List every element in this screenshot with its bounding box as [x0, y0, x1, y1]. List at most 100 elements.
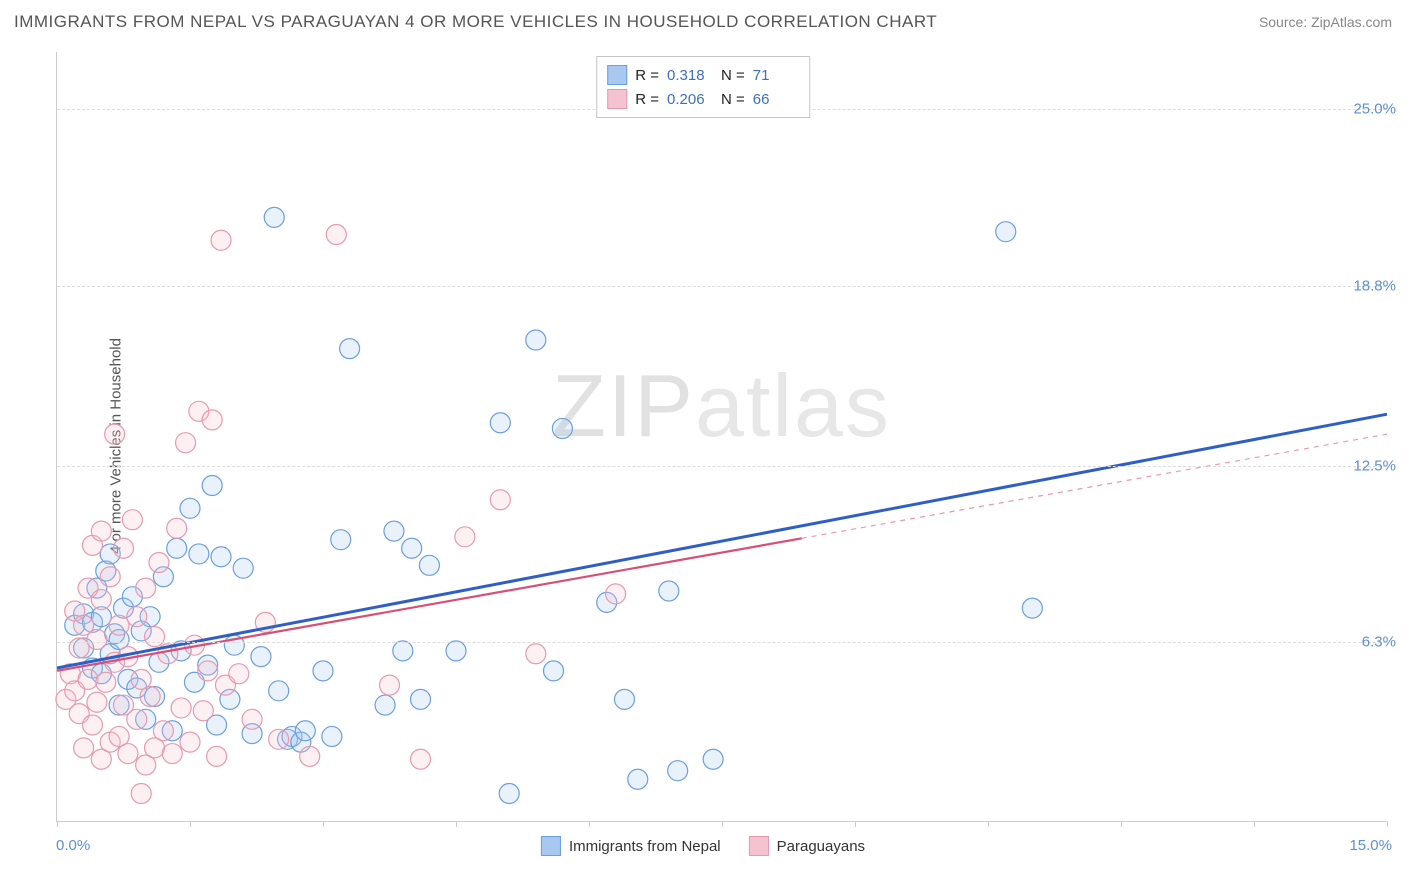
scatter-point — [419, 555, 439, 575]
stats-legend: R =0.318N =71R =0.206N =66 — [596, 56, 810, 118]
scatter-point — [211, 547, 231, 567]
scatter-point — [269, 681, 289, 701]
series-legend-item: Immigrants from Nepal — [541, 836, 721, 856]
x-tick — [456, 821, 457, 827]
scatter-point — [87, 629, 107, 649]
scatter-point — [176, 433, 196, 453]
scatter-point — [402, 538, 422, 558]
scatter-point — [233, 558, 253, 578]
scatter-point — [167, 518, 187, 538]
scatter-point — [614, 689, 634, 709]
x-tick — [1254, 821, 1255, 827]
scatter-point — [167, 538, 187, 558]
stat-r-value: 0.206 — [667, 91, 713, 108]
y-tick-label: 12.5% — [1353, 457, 1396, 474]
stats-row: R = 0.206 N = 66 — [607, 87, 799, 111]
scatter-point — [375, 695, 395, 715]
scatter-point — [326, 225, 346, 245]
scatter-point — [140, 687, 160, 707]
legend-swatch — [541, 836, 561, 856]
scatter-point — [100, 567, 120, 587]
scatter-point — [455, 527, 475, 547]
scatter-point — [229, 664, 249, 684]
gridline-h — [57, 286, 1386, 287]
scatter-point — [242, 709, 262, 729]
scatter-point — [207, 746, 227, 766]
stat-r-value: 0.318 — [667, 67, 713, 84]
series-legend: Immigrants from Nepal Paraguayans — [541, 836, 865, 856]
scatter-point — [384, 521, 404, 541]
scatter-point — [198, 661, 218, 681]
scatter-point — [393, 641, 413, 661]
scatter-point — [490, 413, 510, 433]
x-axis-max-label: 15.0% — [1349, 837, 1392, 854]
scatter-point — [118, 744, 138, 764]
scatter-point — [114, 538, 134, 558]
y-tick-label: 25.0% — [1353, 101, 1396, 118]
scatter-point — [96, 672, 116, 692]
scatter-point — [87, 692, 107, 712]
scatter-point — [189, 544, 209, 564]
scatter-point — [105, 424, 125, 444]
x-tick — [190, 821, 191, 827]
scatter-point — [122, 510, 142, 530]
scatter-point — [269, 729, 289, 749]
stat-r-label: R = — [635, 91, 659, 108]
scatter-point — [78, 669, 98, 689]
scatter-point — [322, 726, 342, 746]
y-tick-label: 18.8% — [1353, 277, 1396, 294]
scatter-point — [340, 339, 360, 359]
scatter-point — [153, 721, 173, 741]
stat-n-label: N = — [721, 91, 745, 108]
x-tick — [589, 821, 590, 827]
scatter-point — [331, 530, 351, 550]
stat-n-label: N = — [721, 67, 745, 84]
scatter-point — [300, 746, 320, 766]
scatter-point — [91, 521, 111, 541]
scatter-point — [202, 475, 222, 495]
scatter-point — [82, 715, 102, 735]
series-legend-label: Paraguayans — [777, 838, 865, 855]
scatter-point — [74, 738, 94, 758]
trend-line — [57, 414, 1387, 668]
scatter-point — [628, 769, 648, 789]
scatter-point — [171, 698, 191, 718]
scatter-point — [411, 689, 431, 709]
scatter-point — [264, 207, 284, 227]
scatter-point — [499, 783, 519, 803]
scatter-point — [136, 578, 156, 598]
scatter-point — [996, 222, 1016, 242]
chart-container: IMMIGRANTS FROM NEPAL VS PARAGUAYAN 4 OR… — [0, 0, 1406, 892]
y-tick-label: 6.3% — [1362, 634, 1396, 651]
scatter-point — [202, 410, 222, 430]
series-legend-item: Paraguayans — [749, 836, 865, 856]
plot-area: ZIPatlas — [56, 52, 1386, 822]
scatter-point — [526, 330, 546, 350]
scatter-point — [109, 615, 129, 635]
scatter-point — [180, 732, 200, 752]
legend-swatch — [607, 89, 627, 109]
scatter-point — [131, 783, 151, 803]
x-tick — [57, 821, 58, 827]
gridline-h — [57, 642, 1386, 643]
scatter-point — [606, 584, 626, 604]
x-tick — [988, 821, 989, 827]
scatter-point — [127, 709, 147, 729]
chart-title: IMMIGRANTS FROM NEPAL VS PARAGUAYAN 4 OR… — [14, 12, 937, 32]
scatter-point — [668, 761, 688, 781]
scatter-point — [149, 552, 169, 572]
scatter-point — [91, 590, 111, 610]
scatter-point — [69, 638, 89, 658]
legend-swatch — [749, 836, 769, 856]
scatter-point — [380, 675, 400, 695]
x-tick — [1121, 821, 1122, 827]
gridline-h — [57, 466, 1386, 467]
source-label: Source: ZipAtlas.com — [1259, 14, 1392, 30]
stat-r-label: R = — [635, 67, 659, 84]
x-tick — [855, 821, 856, 827]
plot-svg — [57, 52, 1386, 821]
scatter-point — [295, 721, 315, 741]
scatter-point — [1022, 598, 1042, 618]
scatter-point — [411, 749, 431, 769]
stat-n-value: 66 — [753, 91, 799, 108]
